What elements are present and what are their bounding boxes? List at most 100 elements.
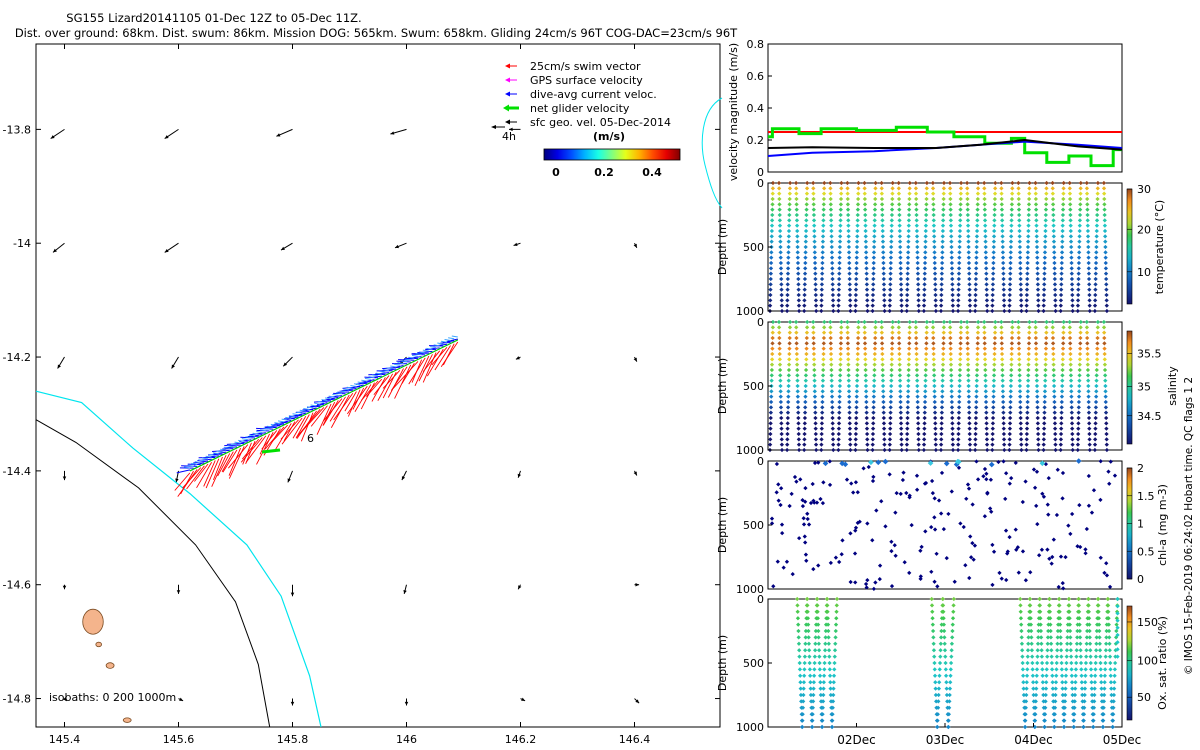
section-point xyxy=(879,196,885,202)
oxygen-point xyxy=(834,596,840,602)
section-point xyxy=(1026,351,1031,357)
geo-vector-head xyxy=(283,362,288,367)
section-point xyxy=(889,234,894,239)
oxygen-point xyxy=(795,609,800,614)
oxygen-point xyxy=(1042,718,1047,723)
swim-vector xyxy=(212,456,223,481)
oxygen-clabel: Ox. sat. ratio (%) xyxy=(1156,616,1169,710)
section-point xyxy=(1053,437,1058,442)
oxygen-point xyxy=(1034,667,1040,672)
oxygen-point xyxy=(1086,603,1091,608)
section-point xyxy=(1078,207,1083,212)
swim-vector xyxy=(205,458,220,489)
section-point xyxy=(887,292,893,298)
section-point xyxy=(956,271,962,276)
gps-vector xyxy=(350,385,357,387)
dac-vector xyxy=(212,449,230,452)
chla-point xyxy=(873,580,878,585)
section-point xyxy=(967,447,973,453)
section-point xyxy=(1061,341,1066,346)
section-point xyxy=(870,287,876,292)
section-point xyxy=(1104,447,1110,453)
oxygen-point xyxy=(1039,648,1044,653)
section-point xyxy=(1075,308,1080,314)
section-point xyxy=(956,266,962,271)
section-point xyxy=(777,223,783,228)
section-point xyxy=(804,341,809,346)
oxygen-point xyxy=(1111,699,1116,704)
oxygen-point xyxy=(1115,632,1120,638)
section-point xyxy=(1018,399,1023,405)
section-point xyxy=(921,308,927,314)
section-point xyxy=(839,180,844,186)
section-point xyxy=(803,373,809,378)
gps-vector xyxy=(230,443,238,446)
section-point xyxy=(794,212,799,218)
section-point xyxy=(830,405,835,410)
section-point xyxy=(1000,383,1005,389)
section-point xyxy=(1059,260,1064,266)
section-point xyxy=(1001,421,1006,426)
swim-vector xyxy=(426,348,444,377)
section-point xyxy=(847,431,853,437)
section-point xyxy=(853,447,858,453)
oxygen-point xyxy=(949,648,954,653)
section-point xyxy=(1076,255,1082,260)
gps-vector xyxy=(299,409,306,412)
section-point xyxy=(1094,234,1099,239)
oxygen-point xyxy=(937,680,942,685)
section-point xyxy=(889,223,894,228)
oxygen-point xyxy=(929,596,934,602)
oxygen-point xyxy=(1091,705,1097,710)
chla-points xyxy=(769,458,1118,591)
section-point xyxy=(1025,244,1031,250)
section-point xyxy=(828,346,834,351)
section-point xyxy=(1052,421,1058,426)
section-point xyxy=(811,341,816,346)
section-point xyxy=(1085,362,1090,367)
section-point xyxy=(1036,308,1041,314)
section-point xyxy=(1042,394,1047,399)
chla-point xyxy=(1060,580,1065,586)
oxygen-point xyxy=(1103,648,1109,653)
geo-vector-head xyxy=(515,356,520,360)
section-point xyxy=(785,410,791,415)
gps-vector xyxy=(411,354,419,357)
section-point xyxy=(967,421,972,426)
section-point xyxy=(785,437,790,442)
section-point xyxy=(802,431,807,437)
section-point xyxy=(932,255,937,260)
section-point xyxy=(1059,255,1065,260)
chla-point xyxy=(794,479,799,484)
oxygen-point xyxy=(932,667,937,672)
oxygen-point xyxy=(1047,609,1053,614)
section-point xyxy=(1025,394,1030,399)
section-point xyxy=(1000,234,1005,239)
section-point xyxy=(922,276,927,282)
oxygen-point xyxy=(1115,611,1120,616)
oxygen-point xyxy=(1042,712,1048,717)
section-point xyxy=(837,389,842,394)
section-point xyxy=(812,228,817,234)
section-point xyxy=(1027,335,1032,341)
section-point xyxy=(887,298,893,303)
section-point xyxy=(830,426,835,431)
oxygen-point xyxy=(1058,641,1063,646)
section-point xyxy=(975,196,980,202)
section-point xyxy=(873,186,878,191)
section-point xyxy=(898,389,903,394)
map-ytick-label: -14.8 xyxy=(3,693,31,706)
oxygen-point xyxy=(1089,673,1094,678)
section-point xyxy=(863,346,868,351)
glider-track xyxy=(174,335,459,497)
section-point xyxy=(796,426,801,431)
oxygen-point xyxy=(1021,680,1026,685)
section-point xyxy=(1069,421,1075,426)
section-point xyxy=(879,335,885,341)
oxygen-point xyxy=(818,692,823,698)
section-point xyxy=(862,180,867,186)
section-point xyxy=(1068,207,1073,212)
section-point xyxy=(777,202,782,207)
colorbar-tick-label: 10 xyxy=(1137,266,1151,279)
section-point xyxy=(811,319,816,325)
